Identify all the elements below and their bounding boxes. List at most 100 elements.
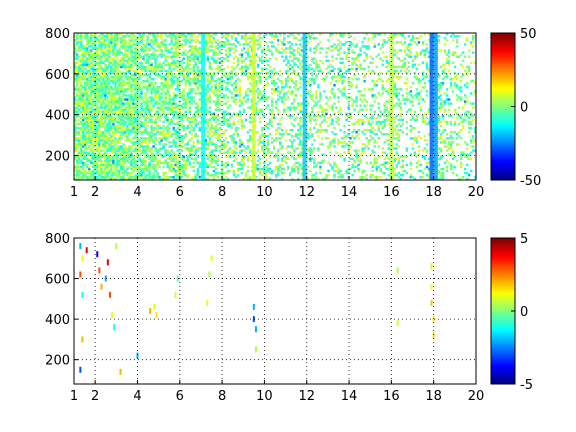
heat-cell (325, 51, 328, 54)
heat-cell (329, 114, 332, 118)
heat-cell (176, 175, 179, 179)
heat-cell (232, 47, 236, 50)
heat-cell (102, 143, 105, 146)
heat-cell (134, 131, 137, 134)
heat-cell (337, 167, 340, 171)
heat-cell (297, 167, 300, 171)
heat-cell (144, 165, 147, 169)
heat-cell (122, 98, 125, 101)
heat-cell (180, 65, 183, 69)
heat-cell (176, 145, 179, 148)
heat-cell (94, 33, 97, 36)
heat-cell (94, 110, 97, 114)
heat-cell (90, 63, 93, 67)
heat-cell (160, 49, 163, 52)
heat-cell (154, 159, 157, 163)
heat-cell (256, 108, 260, 111)
heat-cell (186, 61, 189, 65)
heat-cell (295, 43, 298, 46)
heat-cell (76, 49, 79, 52)
heat-cell (130, 88, 133, 91)
heat-cell (130, 39, 133, 42)
heat-cell (210, 149, 214, 152)
heat-cell (98, 143, 101, 146)
heat-cell (224, 71, 228, 75)
heat-cell (116, 128, 119, 132)
heat-cell (272, 73, 276, 77)
heat-cell (371, 173, 374, 177)
heat-cell (170, 112, 173, 116)
heat-cell (365, 128, 368, 132)
heat-cell (377, 73, 380, 77)
heat-cell (361, 151, 364, 154)
heat-cell (122, 37, 125, 40)
heat-cell (232, 43, 236, 46)
heat-cell (246, 37, 250, 40)
heat-cell (208, 63, 212, 67)
heat-cell (248, 114, 252, 118)
heat-cell (238, 92, 242, 95)
heat-cell (281, 159, 284, 163)
heat-cell (365, 161, 368, 165)
heat-cell (130, 84, 133, 87)
heat-cell (313, 61, 316, 65)
heat-cell (289, 139, 292, 142)
heat-cell (118, 175, 121, 179)
heat-cell (208, 151, 212, 154)
heat-cell (178, 135, 181, 138)
heat-cell (112, 57, 115, 60)
heat-cell (335, 45, 338, 48)
heat-cell (138, 35, 141, 38)
heat-cell (206, 79, 210, 83)
heat-cell (80, 147, 83, 150)
heat-cell (377, 128, 380, 132)
heat-cell (100, 122, 103, 126)
heat-cell (84, 169, 87, 173)
heat-cell (94, 137, 97, 140)
heat-cell (315, 73, 318, 77)
heat-cell (130, 59, 133, 62)
heat-cell (206, 155, 210, 158)
heat-cell (230, 75, 234, 79)
heat-cell (240, 61, 244, 65)
heat-cell (285, 63, 288, 67)
heat-cell (118, 116, 121, 120)
heat-cell (196, 75, 200, 79)
heat-cell (194, 173, 198, 177)
heat-cell (102, 155, 105, 158)
heat-cell (363, 51, 366, 54)
heat-cell (341, 88, 344, 91)
heat-cell (128, 102, 131, 105)
heat-cell (182, 69, 185, 73)
heat-cell (285, 55, 288, 58)
heat-cell (102, 131, 105, 134)
heat-cell (206, 57, 210, 60)
heat-cell (102, 175, 105, 179)
heat-cell (367, 118, 370, 122)
heat-cell (230, 65, 234, 69)
heat-cell (208, 79, 212, 83)
heat-cell (268, 133, 272, 136)
heat-cell (96, 104, 99, 107)
heat-cell (74, 108, 77, 111)
heat-cell (262, 141, 266, 144)
heat-cell (124, 71, 127, 75)
heat-cell (120, 84, 123, 87)
heat-cell (264, 57, 268, 60)
heat-cell (84, 33, 87, 36)
heat-cell (339, 41, 342, 44)
heat-cell (130, 128, 133, 132)
heat-cell (287, 69, 290, 73)
heat-cell (226, 122, 230, 126)
heat-cell (275, 49, 278, 52)
heat-cell (270, 35, 274, 38)
heat-cell (339, 175, 342, 179)
heat-cell (260, 96, 264, 99)
heat-cell (90, 77, 93, 81)
heat-cell (371, 165, 374, 169)
heat-cell (192, 100, 195, 103)
heat-cell (365, 53, 368, 56)
heat-cell (130, 77, 133, 81)
heat-cell (283, 110, 286, 114)
heat-cell (124, 67, 127, 71)
